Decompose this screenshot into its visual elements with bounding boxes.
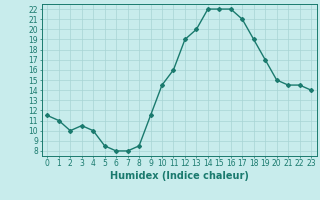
X-axis label: Humidex (Indice chaleur): Humidex (Indice chaleur) [110, 171, 249, 181]
